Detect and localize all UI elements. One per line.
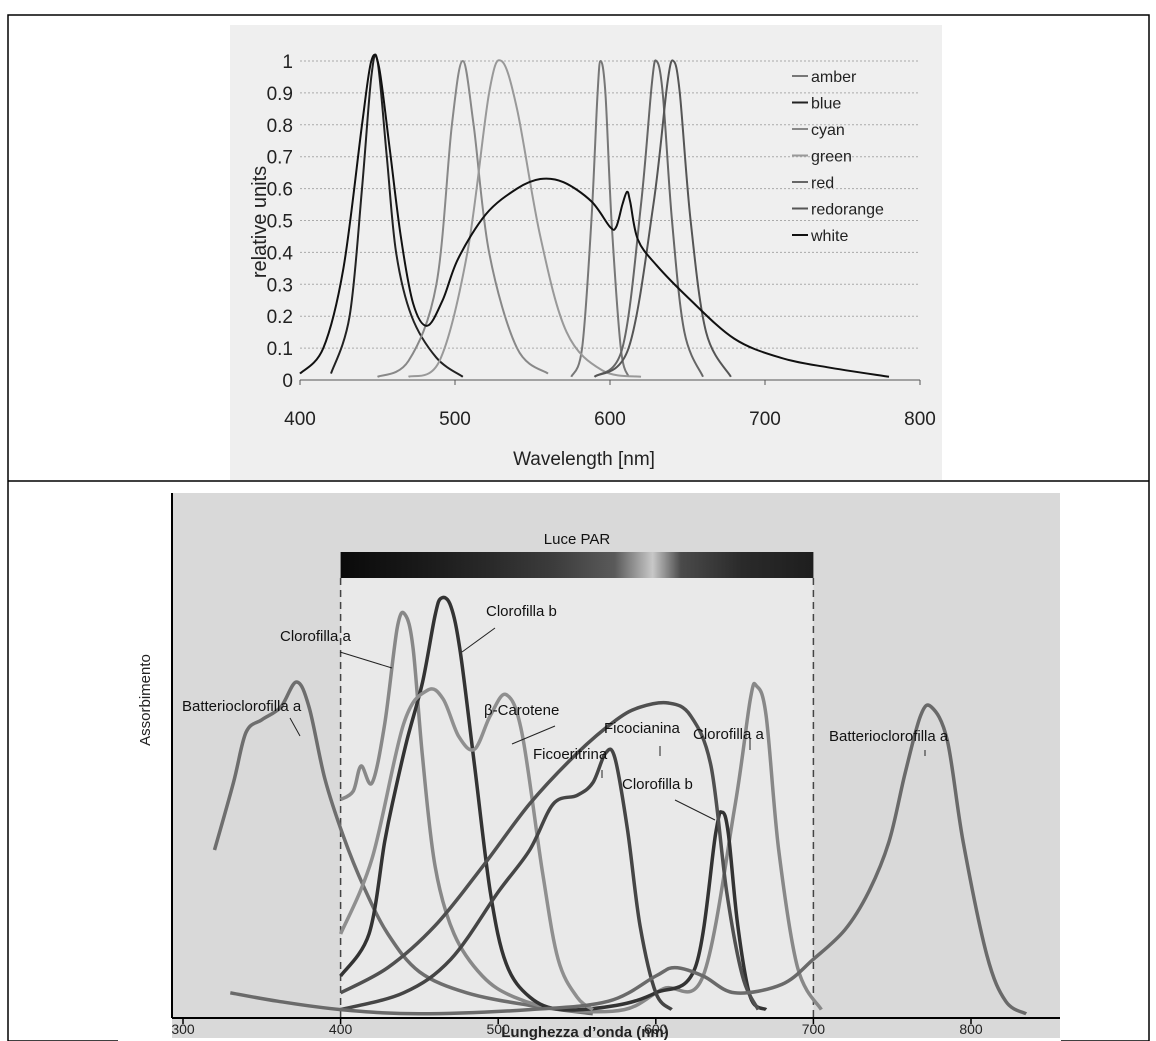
c2-series-line xyxy=(338,687,594,1012)
c2-annotation-leader xyxy=(511,725,556,745)
c2-x-axis-label: Lunghezza d’onda (nm) xyxy=(501,1024,668,1041)
c2-x-tick-label: 600 xyxy=(644,1021,668,1037)
led-spectra-chart: 0 0.1 0.2 0.3 0.4 0.5 0.6 0.7 0.8 0.9 1 400 500 600 7… xyxy=(230,25,942,480)
c1-y-tick-label: 0.3 xyxy=(267,275,293,296)
c2-annotation-label: Batterioclorofilla a xyxy=(829,728,949,745)
c1-series-lines xyxy=(299,53,890,378)
c1-legend-label: amber xyxy=(811,69,857,86)
c1-y-tick-label: 0.5 xyxy=(267,212,293,233)
c1-legend: amber blue cyan green red redorange white xyxy=(792,69,884,245)
c2-series-line xyxy=(339,595,768,1012)
c1-x-tick-label: 700 xyxy=(749,409,781,430)
c2-series-line xyxy=(212,680,594,1016)
c1-y-tick-label: 0.1 xyxy=(267,339,293,360)
c2-annotation-label: Ficocianina xyxy=(604,720,681,737)
c2-annotation-leader xyxy=(461,627,496,653)
c2-series-line xyxy=(339,610,823,1014)
c2-annotation: Ficoeritrina xyxy=(533,746,608,778)
c1-legend-label: red xyxy=(811,175,834,192)
c1-y-tick-label: 1 xyxy=(282,52,293,73)
c1-x-axis-label: Wavelength [nm] xyxy=(513,449,655,470)
c2-annotation-leader xyxy=(674,799,716,821)
c2-annotation-label: Batterioclorofilla a xyxy=(182,698,302,715)
c2-x-tick-label: 400 xyxy=(329,1021,353,1037)
c2-annotation-label: Clorofilla a xyxy=(693,726,765,743)
c1-y-axis-label: relative units xyxy=(249,166,271,278)
c1-y-tick-label: 0.6 xyxy=(267,180,293,201)
c2-y-axis-label: Assorbimento xyxy=(137,654,154,746)
c1-y-tick-label: 0.7 xyxy=(267,148,293,169)
c1-y-tick-label: 0.8 xyxy=(267,116,293,137)
c2-annotations: Batterioclorofilla a Clorofilla a Clorofil… xyxy=(182,603,949,821)
par-spectrum-bar xyxy=(340,552,814,578)
c2-annotation: β-Carotene xyxy=(484,702,559,745)
c1-gridlines xyxy=(300,60,920,381)
c2-annotation-label: Clorofilla a xyxy=(280,628,352,645)
pigment-absorption-chart: Luce PAR 300 400 500 600 700 800 Batterioclor… xyxy=(118,490,1061,1041)
c2-annotation: Clorofilla a xyxy=(280,628,393,669)
c2-series-line xyxy=(229,703,1028,1016)
c1-series-redorange xyxy=(593,59,732,378)
c2-series-lines xyxy=(212,595,1028,1016)
c1-legend-label: redorange xyxy=(811,202,884,219)
c2-x-tick-label: 700 xyxy=(802,1021,826,1037)
c2-x-tick-labels: 300 400 500 600 700 800 xyxy=(171,1018,983,1037)
c1-y-tick-labels: 0 0.1 0.2 0.3 0.4 0.5 0.6 0.7 0.8 0.9 1 xyxy=(267,52,294,392)
c1-series-green xyxy=(408,59,642,378)
par-label: Luce PAR xyxy=(544,531,611,548)
c2-annotation-leader xyxy=(289,717,301,737)
c2-annotation-label: Ficoeritrina xyxy=(533,746,608,763)
c2-annotation: Clorofilla b xyxy=(622,776,716,821)
c1-x-tick-label: 500 xyxy=(439,409,471,430)
c1-series-white xyxy=(299,53,890,378)
c2-annotation-label: β-Carotene xyxy=(484,702,559,719)
c1-x-tick-label: 400 xyxy=(284,409,316,430)
c1-x-tick-label: 600 xyxy=(594,409,626,430)
c2-series-line xyxy=(340,747,673,1012)
c1-legend-label: white xyxy=(810,228,848,245)
c1-y-tick-label: 0.4 xyxy=(267,243,294,264)
c2-x-tick-label: 500 xyxy=(487,1021,511,1037)
c2-annotation: Ficocianina xyxy=(604,720,681,756)
c2-x-tick-label: 800 xyxy=(959,1021,983,1037)
c1-y-tick-label: 0.9 xyxy=(267,84,293,105)
c2-annotation: Clorofilla a xyxy=(693,726,765,750)
c1-series-cyan xyxy=(377,59,549,378)
c1-legend-label: green xyxy=(811,149,852,166)
c1-y-tick-label: 0.2 xyxy=(267,307,293,328)
c2-annotation-label: Clorofilla b xyxy=(486,603,557,620)
c2-annotation-leader xyxy=(339,651,393,669)
c2-annotation: Clorofilla b xyxy=(461,603,557,653)
c2-annotation: Batterioclorofilla a xyxy=(829,728,949,756)
c2-series-line xyxy=(339,700,760,1011)
c1-x-tick-labels: 400 500 600 700 800 xyxy=(284,380,936,430)
c1-legend-label: cyan xyxy=(811,122,845,139)
c1-series-amber xyxy=(570,59,630,378)
c1-y-tick-label: 0 xyxy=(282,371,293,392)
c1-series-blue xyxy=(330,53,464,378)
c1-legend-label: blue xyxy=(811,96,841,113)
c1-x-tick-label: 800 xyxy=(904,409,936,430)
c2-annotation-label: Clorofilla b xyxy=(622,776,693,793)
c2-x-tick-label: 300 xyxy=(171,1021,195,1037)
c2-annotation: Batterioclorofilla a xyxy=(182,698,302,737)
